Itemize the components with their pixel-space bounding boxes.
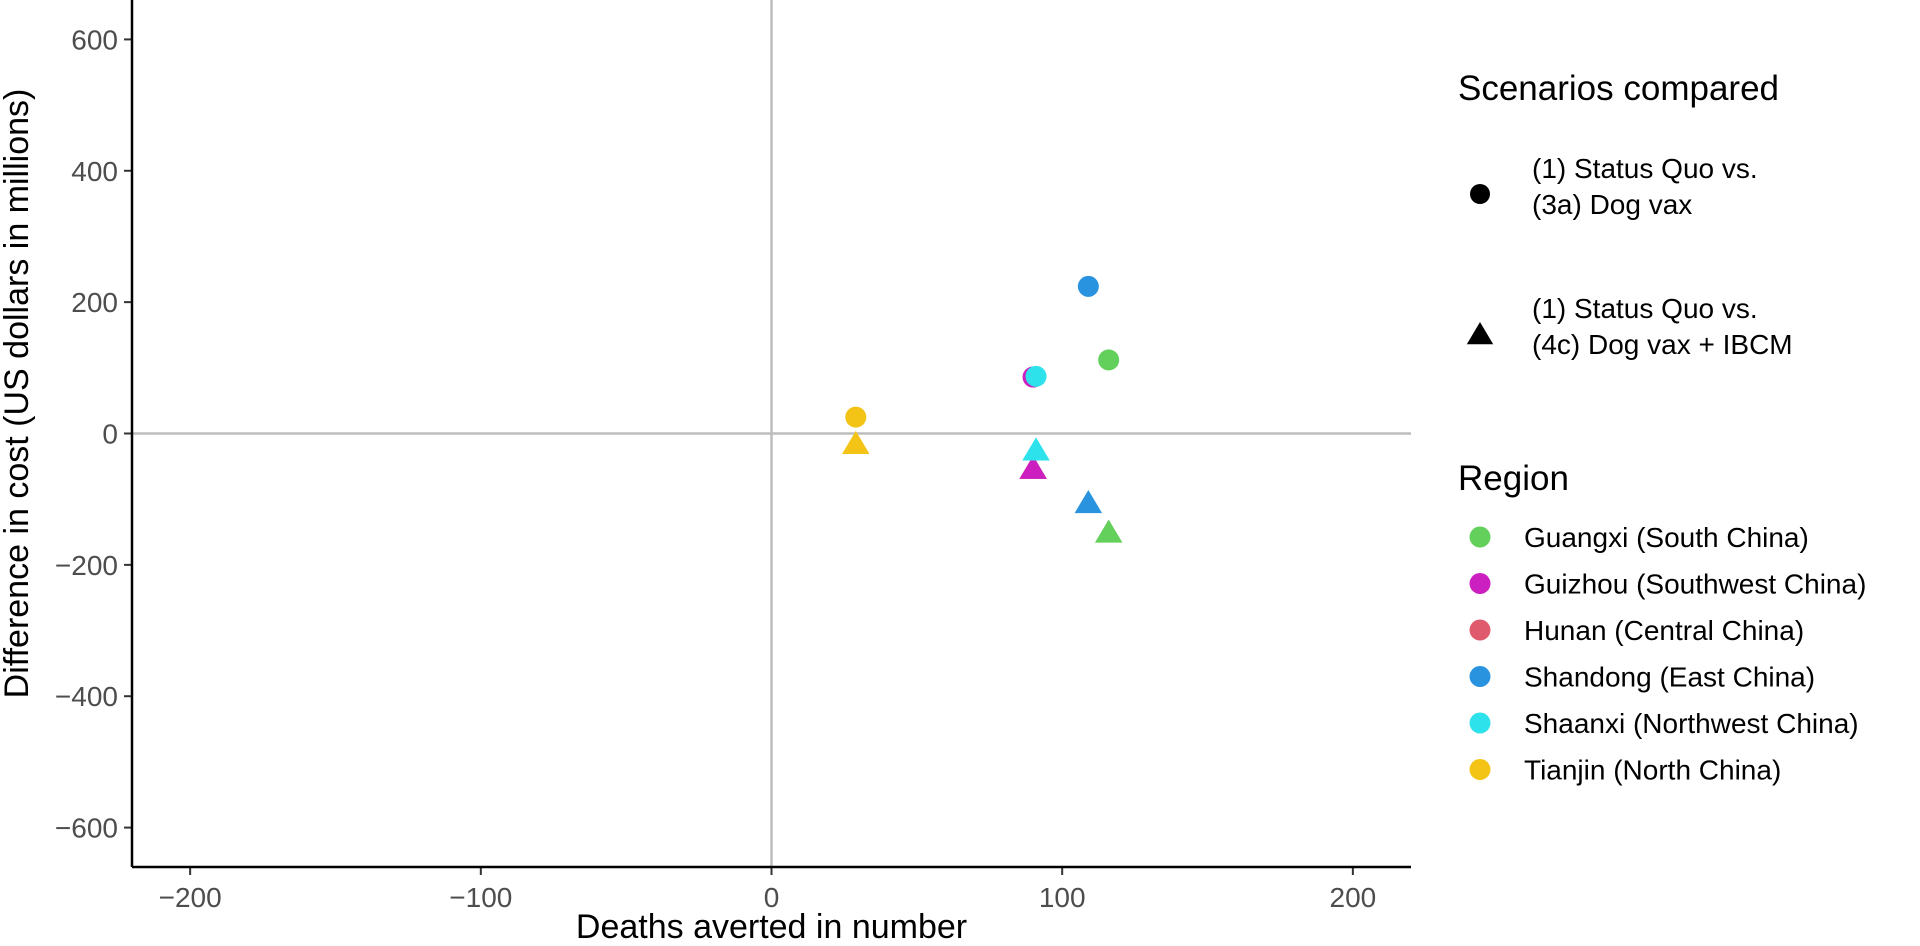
legend-region-label: Tianjin (North China): [1524, 755, 1781, 786]
y-axis-ticks: −600 −400 −200 0 200 400 600: [55, 24, 132, 844]
legend-scenarios: Scenarios compared (1) Status Quo vs. (3a…: [1458, 69, 1793, 360]
y-tick-label: −600: [55, 813, 118, 844]
legend-scenario-item: (1) Status Quo vs. (4c) Dog vax + IBCM: [1466, 293, 1793, 360]
data-points: [842, 275, 1123, 543]
legend-color-swatch: [1469, 619, 1491, 641]
data-point-triangle: [1074, 489, 1103, 514]
legend-region-label: Shandong (East China): [1524, 662, 1815, 693]
y-tick-label: −200: [55, 550, 118, 581]
legend-color-swatch: [1469, 759, 1491, 780]
legend-color-swatch: [1469, 573, 1491, 594]
legend-scenario-line2: (3a) Dog vax: [1532, 189, 1692, 220]
legend-region-item: Shaanxi (Northwest China): [1469, 708, 1859, 739]
reference-lines: [132, 0, 1411, 867]
data-point-triangle: [1022, 437, 1050, 461]
legend-region-item: Guangxi (South China): [1469, 522, 1809, 553]
y-tick-label: −400: [55, 681, 118, 712]
x-axis-title: Deaths averted in number: [576, 908, 967, 946]
circle-icon: [1470, 184, 1490, 204]
x-axis-ticks: −200 −100 0 100 200: [159, 867, 1377, 913]
x-tick-label: 0: [764, 882, 780, 913]
data-point-circle: [1098, 349, 1120, 371]
data-point-triangle: [1094, 519, 1123, 543]
data-point-circle: [1025, 365, 1047, 387]
y-tick-label: 200: [71, 287, 118, 318]
legend-color-swatch: [1469, 666, 1491, 687]
data-point-triangle: [1019, 455, 1047, 479]
x-tick-label: 200: [1330, 882, 1377, 913]
legend-color-swatch: [1469, 712, 1491, 734]
data-point-circle: [1077, 275, 1099, 297]
legend-regions-title: Region: [1458, 459, 1569, 498]
legend-region-label: Guizhou (Southwest China): [1524, 569, 1866, 600]
data-point-triangle: [842, 430, 870, 454]
legend-region-item: Shandong (East China): [1469, 662, 1815, 693]
y-tick-label: 600: [71, 24, 118, 55]
legend-region-label: Hunan (Central China): [1524, 615, 1804, 646]
x-tick-label: −200: [159, 882, 222, 913]
x-tick-label: −100: [449, 882, 512, 913]
legend-scenario-line2: (4c) Dog vax + IBCM: [1532, 329, 1793, 360]
legend-color-swatch: [1469, 526, 1491, 548]
y-axis-title: Difference in cost (US dollars in millio…: [0, 89, 36, 699]
y-tick-label: 400: [71, 156, 118, 187]
legend-scenario-line1: (1) Status Quo vs.: [1532, 293, 1758, 324]
y-tick-label: 0: [102, 419, 118, 450]
legend-regions: Region Guangxi (South China) Guizhou (Sou…: [1458, 459, 1866, 786]
legend-scenarios-title: Scenarios compared: [1458, 69, 1779, 108]
legend-scenario-item: (1) Status Quo vs. (3a) Dog vax: [1470, 153, 1758, 220]
legend-scenario-line1: (1) Status Quo vs.: [1532, 153, 1758, 184]
x-tick-label: 100: [1039, 882, 1086, 913]
data-point-circle: [845, 406, 867, 428]
legend-region-item: Hunan (Central China): [1469, 615, 1804, 646]
legend-region-label: Guangxi (South China): [1524, 522, 1809, 553]
legend-region-item: Tianjin (North China): [1469, 755, 1781, 786]
legend-region-item: Guizhou (Southwest China): [1469, 569, 1866, 600]
legend-region-label: Shaanxi (Northwest China): [1524, 708, 1859, 739]
triangle-icon: [1466, 322, 1494, 345]
